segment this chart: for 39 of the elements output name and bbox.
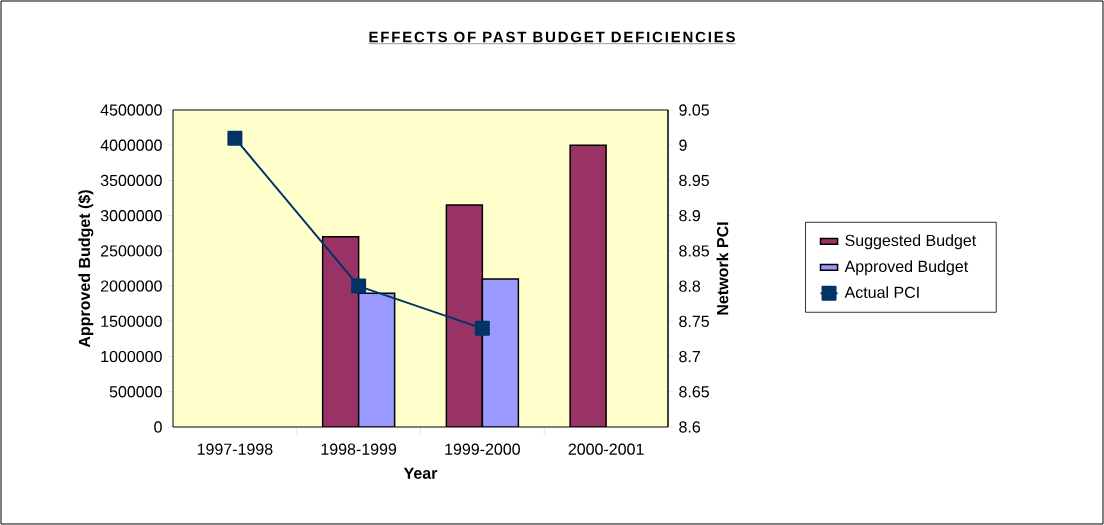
y-tick-label: 2000000: [100, 280, 162, 292]
x-tick-label: 1998-1999: [321, 443, 397, 455]
y-tick-label: 1500000: [101, 315, 162, 327]
point: [351, 278, 367, 294]
y2-tick-label: 8.85: [679, 245, 709, 257]
y-tick-label: 0: [154, 421, 162, 433]
y2-tick-label: 8.75: [679, 315, 709, 327]
y-tick-label: 1000000: [101, 350, 162, 363]
bar: [481, 278, 520, 427]
y2-tick-label: 8.6: [679, 421, 701, 433]
y-tick-label: 3500000: [100, 174, 162, 187]
y-tick-label: 3000000: [100, 210, 162, 222]
y2-tick-label: 9: [679, 139, 687, 151]
bar: [445, 204, 484, 427]
y-tick-label: 4500000: [100, 104, 162, 116]
x-tick-label: 2000-2001: [568, 443, 644, 455]
y2-tick-label: 8.95: [679, 174, 709, 187]
bar: [357, 292, 396, 427]
x-tick-label: 1997-1998: [197, 443, 273, 455]
point: [474, 320, 490, 336]
x-tick-label: 1999-2000: [445, 443, 520, 455]
chart-title: EFFECTS OF PAST BUDGET DEFICIENCIES: [369, 31, 735, 43]
y2-tick-label: 8.7: [679, 350, 700, 363]
point: [227, 130, 243, 146]
y-tick-label: 2500000: [100, 245, 162, 257]
legend-label: Approved Budget: [844, 260, 969, 276]
legend-label: Actual PCI: [844, 286, 919, 299]
x-axis-title: Year: [403, 467, 438, 479]
bar: [569, 144, 607, 427]
y2-tick-label: 8.9: [679, 210, 701, 222]
y2-tick-label: 9.05: [679, 104, 709, 116]
y2-tick-label: 8.65: [679, 386, 709, 398]
y2-axis-title: Network PCI: [716, 222, 729, 315]
y-tick-label: 4000000: [100, 139, 162, 151]
y-axis-title: Approved Budget ($): [78, 190, 94, 348]
bar: [321, 236, 360, 427]
y2-tick-label: 8.8: [679, 280, 701, 292]
y-tick-label: 500000: [109, 386, 162, 398]
legend-label: Suggested Budget: [845, 234, 977, 250]
